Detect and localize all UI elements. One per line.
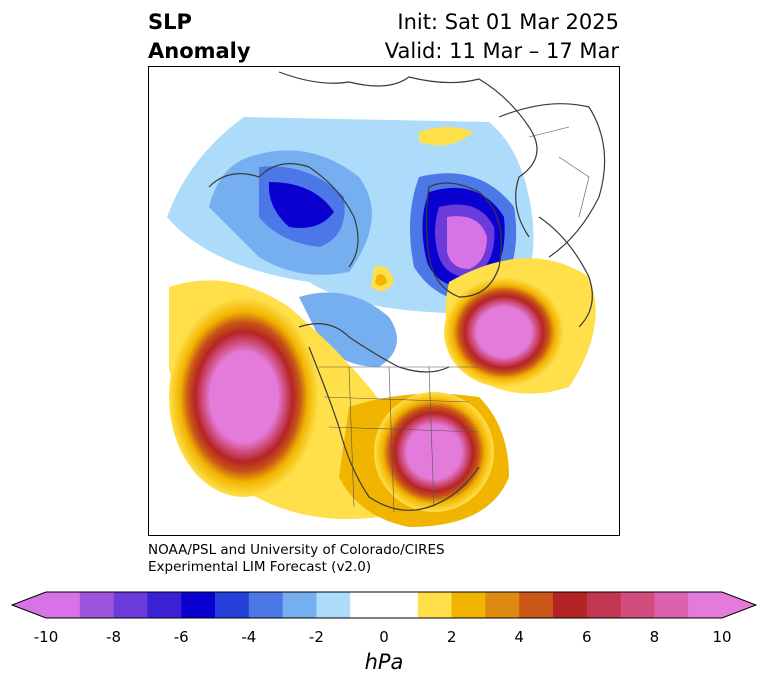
title-variable-line1: SLP [148,10,192,34]
credit-line2: Experimental LIM Forecast (v2.0) [148,559,372,575]
colorbar-outline [10,591,758,619]
colorbar-tick-label: -4 [241,628,257,646]
colorbar-cell [350,592,385,618]
credit-text: NOAA/PSL and University of Colorado/CIRE… [148,542,445,576]
title-dates: Init: Sat 01 Mar 2025 Valid: 11 Mar – 17… [385,8,619,66]
colorbar-cell [586,592,622,618]
title-variable: SLP Anomaly [148,8,251,66]
anomaly-map [148,66,620,536]
colorbar-tick-label: 8 [649,628,660,646]
colorbar-tick-label: -10 [33,628,59,646]
colorbar-tick-label: -8 [106,628,122,646]
colorbar-cell [215,592,250,618]
colorbar-cell [654,592,689,618]
colorbar-extend-low [12,592,46,618]
political-boundaries [319,126,590,513]
init-date: Init: Sat 01 Mar 2025 [397,10,619,34]
colorbar-cell [46,592,81,618]
positive-anomaly-shading [169,127,596,527]
coastlines [208,71,606,511]
negative-anomaly-shading [167,117,534,367]
colorbar-cell [553,592,588,618]
colorbar [10,591,758,619]
colorbar-cell [248,592,284,618]
colorbar-cell [282,592,317,618]
colorbar-cell [688,592,723,618]
colorbar-tick-label: 4 [514,628,524,646]
title-variable-line2: Anomaly [148,39,251,63]
colorbar-cell [316,592,351,618]
colorbar-cell [519,592,554,618]
valid-range: Valid: 11 Mar – 17 Mar [384,39,619,63]
map-canvas [167,71,606,527]
colorbar-cell [384,592,419,618]
colorbar-cell [620,592,655,618]
colorbar-tick-label: -2 [308,628,324,646]
colorbar-tick-label: 6 [582,628,592,646]
colorbar-cell [485,592,520,618]
colorbar-tick-label: 10 [712,628,732,646]
colorbar-extend-high [722,592,756,618]
colorbar-tick-label: -6 [173,628,189,646]
colorbar-cell [451,592,486,618]
colorbar-cell [147,592,182,618]
colorbar-cell [113,592,148,618]
colorbar-cell [181,592,216,618]
credit-line1: NOAA/PSL and University of Colorado/CIRE… [148,542,445,558]
colorbar-tick-label: 2 [446,628,457,646]
colorbar-cell [417,592,453,618]
colorbar-cell [79,592,115,618]
colorbar-units: hPa [364,650,404,674]
colorbar-tick-label: 0 [379,628,389,646]
